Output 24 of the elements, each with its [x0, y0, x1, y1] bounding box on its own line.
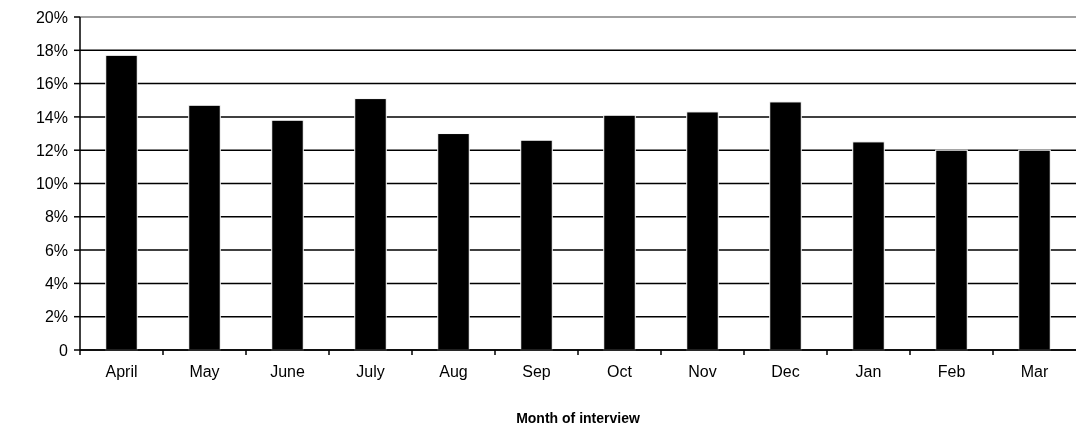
x-tick-label: Oct [607, 363, 633, 380]
x-tick-label: Jan [855, 363, 882, 380]
x-tick-label: Dec [771, 363, 800, 380]
x-tick-label: Aug [439, 363, 468, 380]
x-tick-label: July [356, 363, 385, 380]
y-tick-label: 4% [44, 275, 68, 292]
x-tick-label: Sep [522, 363, 551, 380]
y-tick-label: 18% [35, 41, 68, 59]
x-tick-label: May [189, 363, 220, 380]
x-tick-label: Feb [937, 363, 966, 380]
y-tick-label: 6% [44, 241, 68, 259]
y-tick-label: 12% [35, 141, 68, 159]
y-tick-label: 20% [35, 8, 68, 26]
y-tick-label: 14% [35, 108, 68, 126]
y-tick-label: 8% [44, 208, 68, 226]
x-axis-title: Month of interview [516, 410, 640, 426]
x-tick-label: Nov [688, 363, 717, 380]
y-tick-label: 2% [44, 308, 68, 326]
y-tick-label: 16% [35, 75, 68, 93]
y-tick-label: 0 [59, 341, 69, 359]
x-tick-label: April [105, 363, 138, 380]
x-tick-label: Mar [1020, 363, 1049, 380]
x-tick-label: June [270, 363, 305, 380]
y-tick-label: 10% [35, 175, 68, 193]
